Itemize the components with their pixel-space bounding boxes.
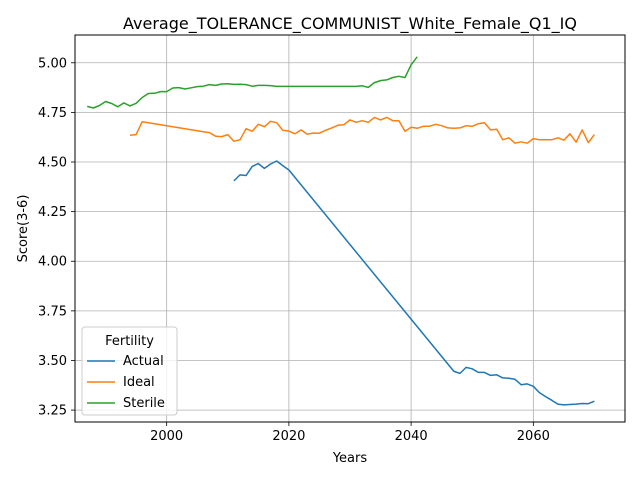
axis-ticks: 2000 2020 2040 2060 3.25 3.50 3.75 4.00 4.25 4.50… [38, 56, 550, 444]
legend-entry: Sterile [123, 396, 165, 411]
plot-frame [74, 34, 626, 423]
chart-title: Average_TOLERANCE_COMMUNIST_White_Female… [123, 14, 577, 34]
legend-title: Fertility [105, 334, 154, 349]
y-tick-label: 4.25 [38, 205, 67, 220]
series-line-ideal [129, 116, 595, 144]
x-tick-label: 2060 [517, 429, 550, 444]
y-tick-label: 3.50 [38, 354, 67, 369]
y-tick-label: 3.25 [38, 404, 67, 419]
legend-entry: Actual [123, 354, 164, 369]
x-axis-label: Years [332, 451, 368, 466]
y-tick-label: 4.50 [38, 156, 67, 171]
y-tick-label: 4.75 [38, 106, 67, 121]
legend-box [81, 326, 178, 416]
y-tick-label: 5.00 [38, 56, 67, 71]
y-tick-label: 4.00 [38, 255, 67, 270]
x-tick-label: 2040 [395, 429, 428, 444]
x-tick-label: 2020 [272, 429, 305, 444]
series-lines [87, 56, 595, 406]
y-tick-label: 3.75 [38, 304, 67, 319]
legend: Fertility Actual Ideal Sterile [81, 326, 178, 416]
x-tick-label: 2000 [150, 429, 183, 444]
grid-lines [75, 35, 625, 422]
series-line-actual [233, 160, 595, 406]
legend-entry: Ideal [123, 375, 155, 390]
y-axis-label: Score(3-6) [16, 195, 31, 263]
series-line-sterile [87, 56, 418, 109]
